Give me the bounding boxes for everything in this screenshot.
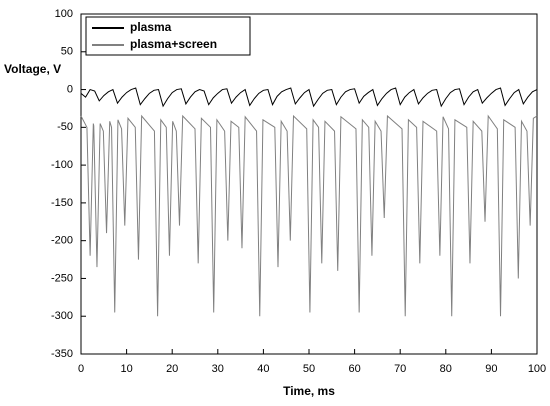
y-tick-label: 50 [61, 46, 73, 58]
y-axis-label: Voltage, V [4, 62, 61, 76]
x-tick-label: 0 [78, 363, 84, 375]
y-tick-label: -250 [51, 272, 73, 284]
legend-label: plasma [130, 20, 172, 34]
line-series [80, 87, 538, 108]
y-tick-label: 100 [55, 8, 73, 20]
x-axis-label: Time, ms [283, 384, 335, 398]
x-tick-label: 80 [440, 363, 452, 375]
y-tick-label: -200 [51, 235, 73, 247]
y-tick-label: -150 [51, 197, 73, 209]
x-tick-label: 70 [394, 363, 406, 375]
line-series [80, 114, 538, 317]
x-tick-label: 60 [348, 363, 360, 375]
y-tick-label: -50 [57, 121, 73, 133]
x-tick-label: 30 [212, 363, 224, 375]
legend-box [85, 16, 251, 56]
x-tick-label: 100 [528, 363, 546, 375]
x-tick-label: 20 [166, 363, 178, 375]
x-tick-label: 50 [303, 363, 315, 375]
y-tick-label: 0 [67, 83, 73, 95]
y-tick-label: -300 [51, 310, 73, 322]
x-tick-label: 90 [485, 363, 497, 375]
y-tick-label: -350 [51, 348, 73, 360]
x-tick-label: 40 [257, 363, 269, 375]
x-tick-label: 10 [120, 363, 132, 375]
legend-label: plasma+screen [130, 37, 217, 51]
y-tick-label: -100 [51, 159, 73, 171]
